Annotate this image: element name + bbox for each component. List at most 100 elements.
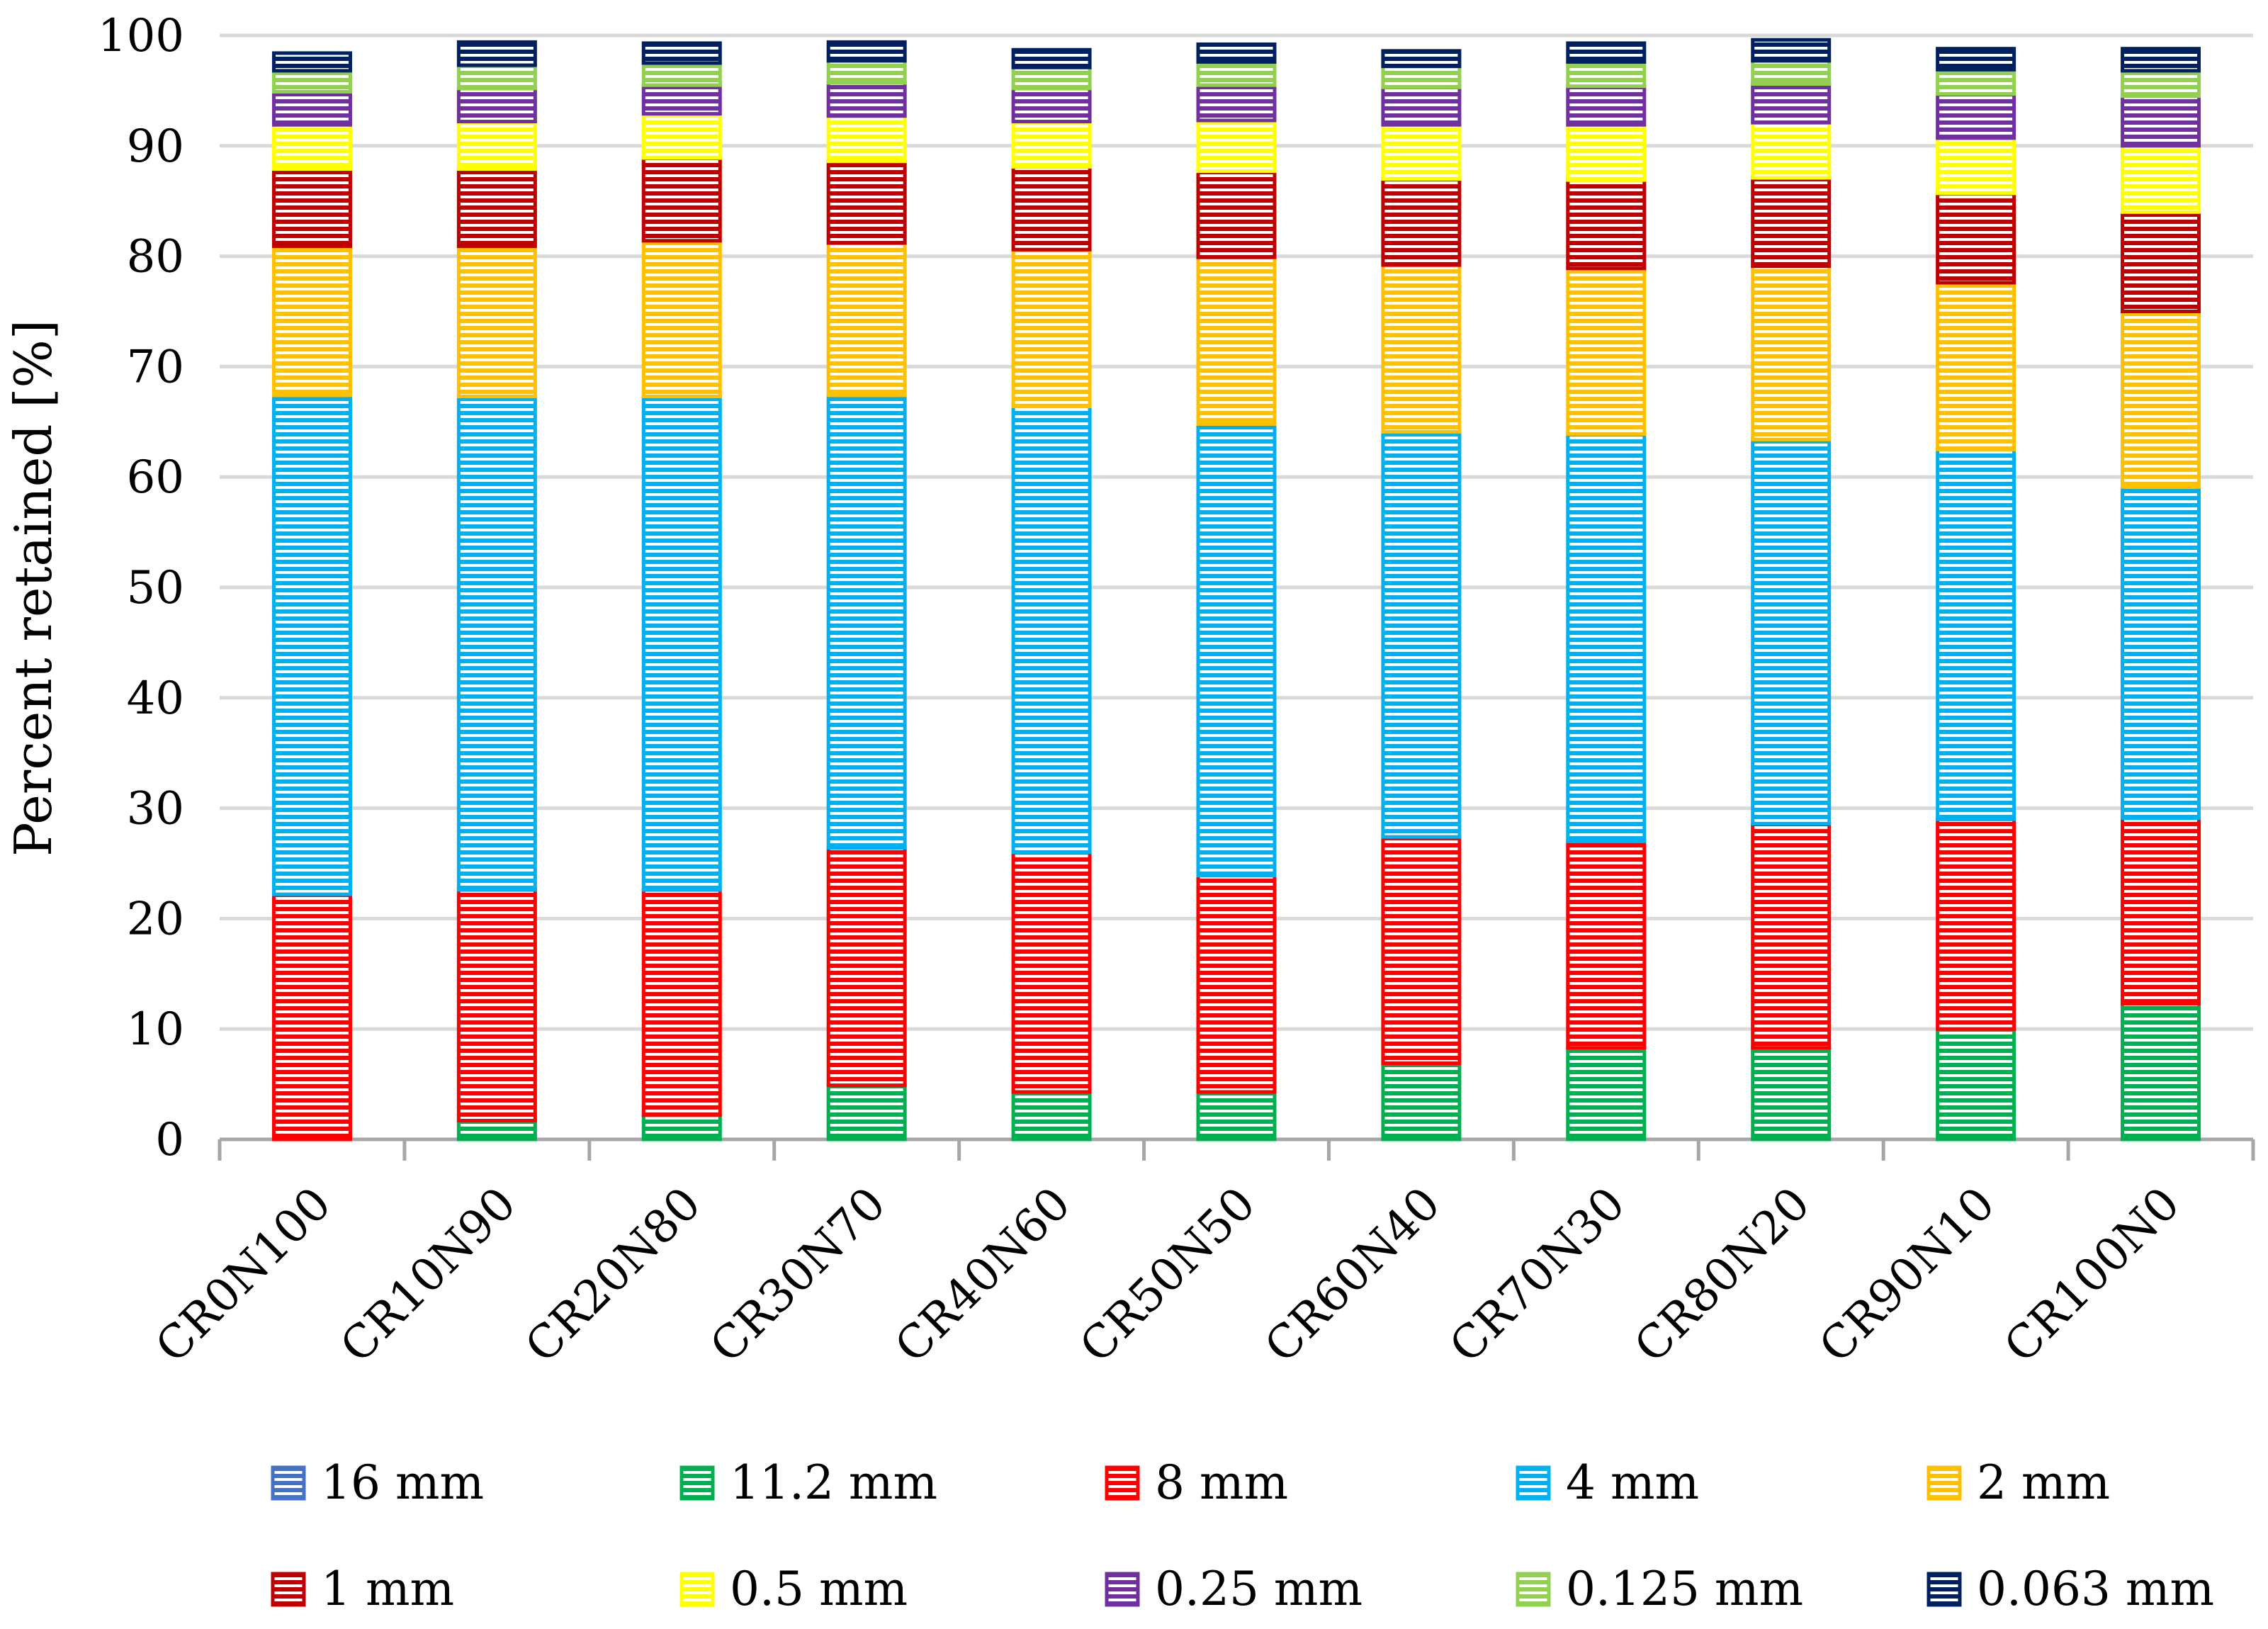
bar-segment-cr100n0-2-mm [2121, 310, 2201, 489]
legend-label: 16 mm [321, 1455, 484, 1510]
x-category-label: CR30N70 [701, 1178, 896, 1373]
bar-segment-cr60n40-0-125-mm [1381, 64, 1462, 89]
bar-segment-cr0n100-2-mm [271, 244, 352, 398]
legend-item-8-mm: 8 mm [1105, 1455, 1288, 1510]
bar-stack-cr40n60 [1011, 47, 1092, 1142]
legend-swatch [679, 1465, 715, 1501]
bar-segment-cr70n30-4-mm [1566, 432, 1647, 843]
bar-segment-cr60n40-0-25-mm [1381, 85, 1462, 127]
bar-segment-cr50n50-4-mm [1196, 422, 1277, 878]
bar-segment-cr80n20-0-25-mm [1751, 82, 1832, 125]
bar-segment-cr10n90-4-mm [456, 394, 537, 892]
bar-segment-cr100n0-11-2-mm [2121, 1001, 2201, 1142]
legend-swatch [1516, 1465, 1551, 1501]
legend-label: 1 mm [321, 1562, 454, 1616]
bar-segment-cr60n40-8-mm [1381, 835, 1462, 1065]
bar-segment-cr70n30-0-063-mm [1566, 41, 1647, 64]
legend-label: 4 mm [1566, 1455, 1699, 1510]
bar-segment-cr10n90-1-mm [456, 167, 537, 249]
bar-stack-cr10n90 [456, 40, 537, 1142]
bar-segment-cr20n80-4-mm [641, 394, 722, 892]
bar-segment-cr100n0-4-mm [2121, 485, 2201, 821]
bar-segment-cr60n40-4-mm [1381, 429, 1462, 839]
bar-segment-cr30n70-11-2-mm [826, 1083, 907, 1142]
bar-segment-cr90n10-4-mm [1936, 447, 2016, 821]
bar-segment-cr70n30-0-5-mm [1566, 123, 1647, 182]
bar-segment-cr10n90-11-2-mm [456, 1119, 537, 1142]
bar-segment-cr90n10-11-2-mm [1936, 1027, 2016, 1142]
bar-segment-cr50n50-0-25-mm [1196, 83, 1277, 123]
legend-item-0-125-mm: 0.125 mm [1516, 1562, 1803, 1616]
bar-segment-cr20n80-0-063-mm [641, 41, 722, 65]
legend: 16 mm 11.2 mm 8 mm 4 mm 2 mm 1 mm 0.5 mm 0.25 m… [271, 1455, 2214, 1616]
bar-segment-cr30n70-8-mm [826, 846, 907, 1088]
bar-segment-cr60n40-2-mm [1381, 263, 1462, 434]
bar-segment-cr10n90-0-5-mm [456, 120, 537, 171]
bar-segment-cr0n100-0-063-mm [271, 51, 352, 73]
x-category-label: CR100N0 [1995, 1178, 2190, 1373]
bar-segment-cr0n100-8-mm [271, 892, 352, 1142]
bar-segment-cr90n10-0-5-mm [1936, 136, 2016, 196]
bar-segment-cr0n100-0-25-mm [271, 89, 352, 127]
bar-segment-cr70n30-8-mm [1566, 839, 1647, 1050]
bar-segment-cr100n0-0-125-mm [2121, 69, 2201, 98]
y-tick-label: 100 [98, 10, 184, 62]
legend-swatch [1926, 1572, 1962, 1607]
bar-segment-cr90n10-2-mm [1936, 281, 2016, 451]
bar-segment-cr30n70-0-063-mm [826, 40, 907, 63]
bar-segment-cr50n50-1-mm [1196, 169, 1277, 259]
bar-stack-cr70n30 [1566, 41, 1647, 1142]
bar-segment-cr50n50-0-125-mm [1196, 60, 1277, 87]
bar-segment-cr70n30-0-125-mm [1566, 60, 1647, 89]
bar-stack-cr20n80 [641, 41, 722, 1142]
x-category-label: CR90N10 [1810, 1178, 2005, 1373]
bar-segment-cr40n60-0-063-mm [1011, 47, 1092, 69]
bar-stack-cr0n100 [271, 51, 352, 1142]
axes [218, 1137, 2255, 1161]
y-tick-label: 50 [127, 562, 184, 614]
legend-label: 0.25 mm [1155, 1562, 1363, 1616]
x-category-label: CR80N20 [1625, 1178, 1820, 1373]
bar-segment-cr0n100-1-mm [271, 167, 352, 249]
bar-segment-cr0n100-4-mm [271, 393, 352, 896]
bar-segment-cr40n60-11-2-mm [1011, 1090, 1092, 1142]
bar-segment-cr40n60-0-25-mm [1011, 86, 1092, 124]
bar-segment-cr90n10-0-125-mm [1936, 67, 2016, 96]
y-tick-label: 0 [155, 1114, 184, 1166]
legend-label: 0.125 mm [1566, 1562, 1803, 1616]
bar-segment-cr30n70-0-25-mm [826, 81, 907, 118]
bar-segment-cr40n60-8-mm [1011, 850, 1092, 1094]
bar-segment-cr70n30-0-25-mm [1566, 84, 1647, 127]
bar-segment-cr80n20-8-mm [1751, 821, 1832, 1050]
bar-segment-cr90n10-1-mm [1936, 191, 2016, 285]
y-tick-label: 60 [127, 451, 184, 504]
bar-segment-cr100n0-1-mm [2121, 210, 2201, 313]
y-tick-label: 30 [127, 783, 184, 835]
y-tick-label: 10 [127, 1003, 184, 1056]
bar-segment-cr100n0-8-mm [2121, 816, 2201, 1005]
y-tick-label: 40 [127, 672, 184, 725]
bar-segment-cr10n90-0-25-mm [456, 86, 537, 124]
bar-segment-cr20n80-0-125-mm [641, 61, 722, 87]
bar-segment-cr90n10-0-063-mm [1936, 47, 2016, 72]
bar-stack-cr90n10 [1936, 47, 2016, 1142]
bar-segment-cr20n80-0-25-mm [641, 83, 722, 116]
y-tick-label: 90 [127, 120, 184, 173]
bar-segment-cr50n50-8-mm [1196, 874, 1277, 1094]
bar-segment-cr30n70-4-mm [826, 393, 907, 850]
bar-segment-cr10n90-8-mm [456, 888, 537, 1123]
bar-segment-cr50n50-2-mm [1196, 255, 1277, 426]
legend-swatch [1105, 1572, 1140, 1607]
legend-label: 0.5 mm [730, 1562, 908, 1616]
bar-segment-cr30n70-0-5-mm [826, 114, 907, 164]
legend-item-11-2-mm: 11.2 mm [679, 1455, 937, 1510]
x-category-label: CR50N50 [1071, 1178, 1266, 1373]
legend-item-1-mm: 1 mm [271, 1562, 454, 1616]
bar-segment-cr30n70-0-125-mm [826, 59, 907, 85]
legend-label: 8 mm [1155, 1455, 1288, 1510]
legend-item-0-5-mm: 0.5 mm [679, 1562, 908, 1616]
bars [271, 38, 2201, 1142]
bar-segment-cr100n0-0-063-mm [2121, 47, 2201, 73]
x-category-label: CR60N40 [1255, 1178, 1450, 1373]
